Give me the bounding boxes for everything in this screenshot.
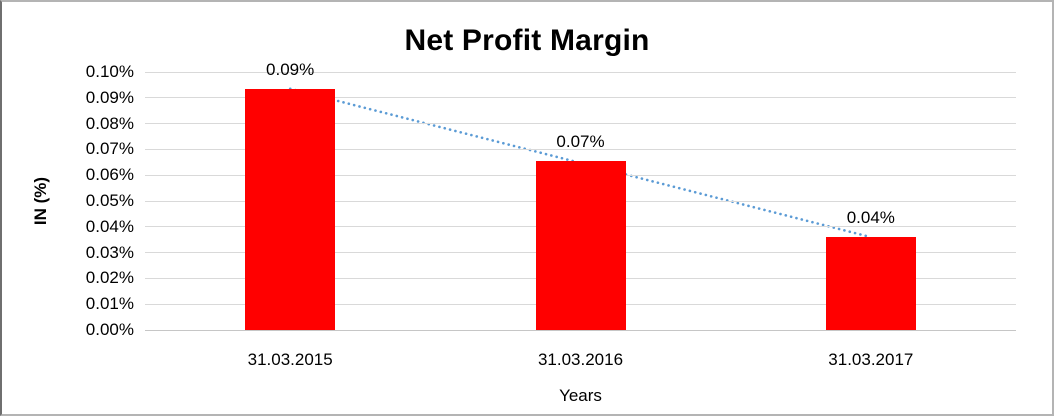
y-tick-label: 0.00%: [85, 320, 134, 339]
y-tick-label: 0.02%: [85, 268, 134, 288]
x-category-label: 31.03.2016: [537, 350, 624, 369]
y-tick-label: 0.10%: [85, 62, 134, 81]
x-axis-title: Years: [559, 386, 602, 405]
x-category-label: 31.03.2015: [247, 350, 333, 369]
y-axis-title: IN (%): [31, 176, 50, 226]
y-tick-label: 0.09%: [85, 87, 134, 107]
y-tick-label: 0.01%: [85, 294, 134, 314]
y-tick-label: 0.06%: [85, 165, 134, 185]
y-tick-label: 0.05%: [85, 191, 134, 210]
bar-value-label: 0.09%: [266, 59, 315, 79]
bar-value-label: 0.07%: [556, 132, 605, 152]
y-tick-label: 0.04%: [85, 216, 134, 236]
y-tick-label: 0.08%: [85, 113, 134, 133]
chart-title: Net Profit Margin: [404, 24, 650, 57]
bar-31.03.2015: [245, 88, 336, 330]
bar-value-label: 0.04%: [846, 207, 895, 227]
bar-31.03.2016: [535, 161, 626, 330]
y-tick-label: 0.03%: [85, 242, 134, 262]
bar-31.03.2017: [825, 236, 916, 330]
y-tick-label: 0.07%: [85, 139, 134, 159]
x-category-label: 31.03.2017: [828, 350, 914, 369]
